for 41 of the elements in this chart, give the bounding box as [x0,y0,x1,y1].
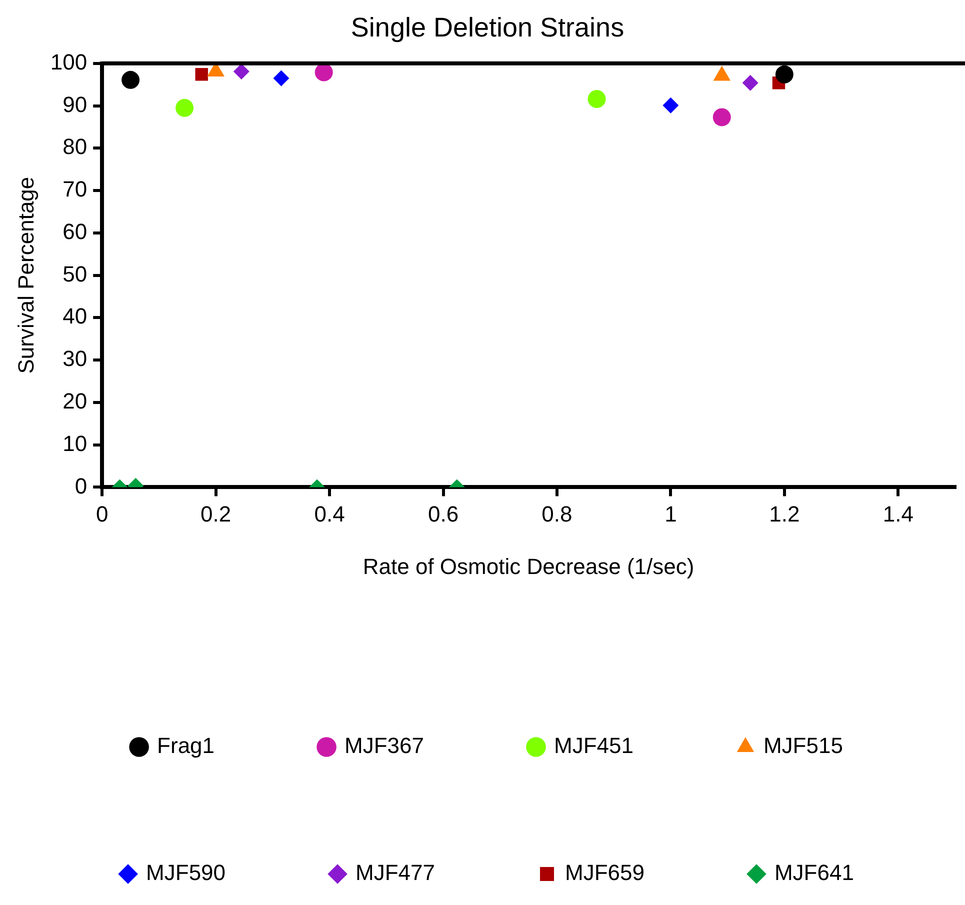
x-tick-label: 1.4 [882,501,914,526]
x-tick-label: 0 [96,501,108,526]
y-tick-label: 50 [62,261,88,286]
y-tick-label: 0 [74,473,88,498]
chart-title: Single Deletion Strains [350,12,624,43]
legend-label: MJF451 [554,733,634,758]
x-tick-label: 0.6 [428,501,459,526]
point [122,70,140,89]
legend-label: MJF590 [146,860,226,886]
point [314,63,333,82]
x-axis-title: Rate of Osmotic Decrease (1/sec) [362,554,694,579]
legend-label: MJF641 [774,860,854,886]
x-tick-label: 1.2 [769,501,800,526]
point [775,65,794,84]
x-tick-label: 0.4 [314,501,345,526]
y-tick-label: 10 [62,430,88,456]
point [742,74,758,91]
y-tick-label: 80 [62,134,88,160]
x-tick-label: 1 [664,501,677,526]
point [176,98,194,117]
point [712,108,731,126]
point [233,63,250,80]
point [273,70,290,86]
y-tick-label: 40 [62,304,88,329]
point [195,68,208,81]
y-axis-title: Survival Percentage [13,176,38,374]
y-tick-label: 30 [62,346,88,372]
legend-label: MJF367 [344,733,424,758]
point [662,97,679,114]
legend-label: MJF659 [565,860,644,886]
legend-label: Frag1 [157,733,215,758]
x-tick-label: 0.2 [200,501,232,526]
point [588,90,606,108]
x-tick-label: 0.8 [542,501,572,526]
y-tick-label: 70 [62,176,88,202]
y-tick-label: 60 [62,218,88,244]
y-tick-label: 20 [62,388,88,414]
y-tick-label: 90 [62,92,88,117]
legend-label: MJF515 [763,733,843,758]
legend-label: MJF477 [356,860,436,886]
y-tick-label: 100 [50,49,88,74]
